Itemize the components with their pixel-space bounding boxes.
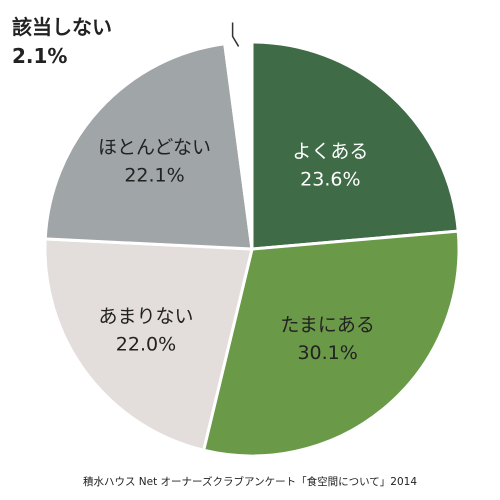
pie-slice-4 — [43, 42, 254, 251]
slice-value-3: 22.0% — [116, 333, 176, 355]
callout-leader — [231, 22, 240, 47]
slice-category-1: よくある — [292, 141, 368, 163]
pie-slice-2 — [201, 229, 461, 458]
pie-slices — [43, 40, 461, 458]
callout-category: 該当しない — [12, 15, 112, 39]
callout-leader-line — [231, 22, 240, 47]
slice-label-3: あまりない 22.0% — [98, 305, 193, 355]
pie-labels: よくある 23.6% たまにある 30.1% あまりない 22.0% ほとんどない 22.1%… — [12, 15, 375, 364]
callout-value: 2.1% — [12, 44, 67, 68]
slice-category-3: あまりない — [98, 305, 193, 327]
slice-value-4: 22.1% — [124, 164, 184, 186]
slice-label-2: たまにある 30.1% — [280, 314, 374, 364]
slice-category-4: ほとんどない — [98, 136, 211, 158]
slice-label-4: ほとんどない 22.1% — [98, 136, 211, 186]
source-caption: 積水ハウス Net オーナーズクラブアンケート「食空間について」2014 — [82, 476, 418, 488]
slice-value-2: 30.1% — [297, 342, 357, 364]
pie-slice-5 — [223, 40, 254, 250]
slice-value-1: 23.6% — [300, 169, 360, 191]
slice-label-1: よくある 23.6% — [292, 141, 368, 191]
pie-slice-1 — [250, 40, 460, 251]
slice-category-2: たまにある — [280, 314, 374, 336]
pie-slice-3 — [43, 237, 254, 453]
